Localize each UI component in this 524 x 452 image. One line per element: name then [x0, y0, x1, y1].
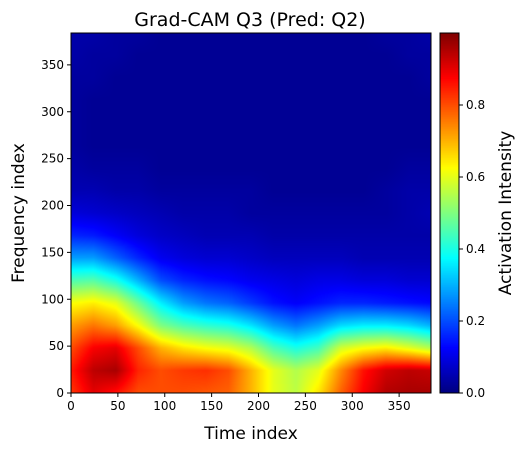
x-tick-label: 0: [67, 399, 75, 413]
x-tick-label: 100: [153, 399, 176, 413]
y-tick-label: 300: [41, 105, 64, 119]
y-axis-label: Frequency index: [9, 143, 29, 283]
x-tick-label: 300: [341, 399, 364, 413]
y-tick-label: 150: [41, 245, 64, 259]
colorbar-canvas: [440, 33, 459, 393]
x-axis-ticks: 0 50 100 150 200 250 300 350: [67, 393, 411, 413]
colorbar-tick-label: 0.6: [466, 170, 485, 184]
x-tick-label: 350: [388, 399, 411, 413]
y-tick-label: 250: [41, 152, 64, 166]
plot-frame: [70, 32, 432, 394]
heatmap-canvas-wrap: [71, 33, 431, 393]
colorbar-tick-label: 0.4: [466, 242, 485, 256]
x-tick-label: 250: [294, 399, 317, 413]
x-tick-label: 200: [247, 399, 270, 413]
x-tick-label: 50: [110, 399, 125, 413]
colorbar-tick-label: 0.8: [466, 98, 485, 112]
y-tick-label: 100: [41, 292, 64, 306]
heatmap-canvas: [71, 33, 431, 393]
colorbar-tick-label: 0.2: [466, 314, 485, 328]
colorbar-frame: [439, 32, 460, 394]
colorbar-canvas-wrap: [440, 33, 459, 393]
colorbar-tick-label: 0.0: [466, 386, 485, 400]
x-axis-label: Time index: [203, 424, 298, 444]
y-tick-label: 0: [56, 386, 64, 400]
colorbar-ticks: 0.0 0.2 0.4 0.6 0.8: [459, 98, 485, 400]
y-axis-ticks: 0 50 100 150 200 250 300 350: [41, 58, 71, 400]
y-tick-label: 200: [41, 199, 64, 213]
colorbar: 0.0 0.2 0.4 0.6 0.8 Activation Intensity: [439, 32, 516, 400]
heatmap-plot-area: [70, 32, 432, 394]
x-tick-label: 150: [200, 399, 223, 413]
y-tick-label: 350: [41, 58, 64, 72]
chart-title: Grad-CAM Q3 (Pred: Q2): [134, 9, 365, 31]
colorbar-label: Activation Intensity: [496, 131, 516, 296]
y-tick-label: 50: [49, 339, 64, 353]
